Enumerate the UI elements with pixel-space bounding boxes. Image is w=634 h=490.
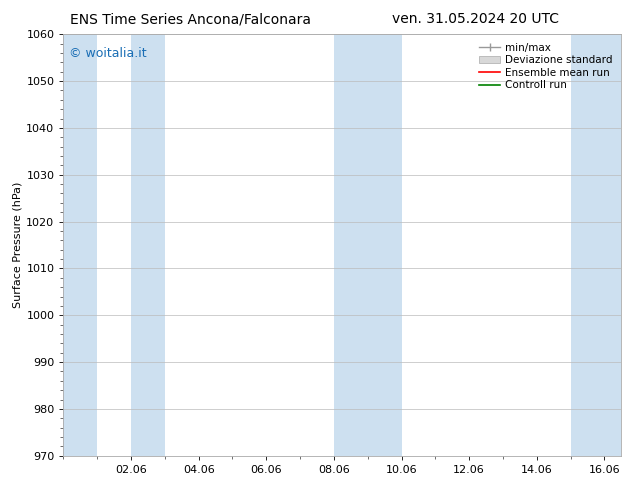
Text: © woitalia.it: © woitalia.it (69, 47, 146, 60)
Text: ENS Time Series Ancona/Falconara: ENS Time Series Ancona/Falconara (70, 12, 311, 26)
Bar (571, 34, 621, 456)
Text: ven. 31.05.2024 20 UTC: ven. 31.05.2024 20 UTC (392, 12, 559, 26)
Legend: min/max, Deviazione standard, Ensemble mean run, Controll run: min/max, Deviazione standard, Ensemble m… (476, 40, 616, 94)
Bar (131, 34, 165, 456)
Y-axis label: Surface Pressure (hPa): Surface Pressure (hPa) (12, 182, 22, 308)
Bar (334, 34, 401, 456)
Bar (63, 34, 97, 456)
